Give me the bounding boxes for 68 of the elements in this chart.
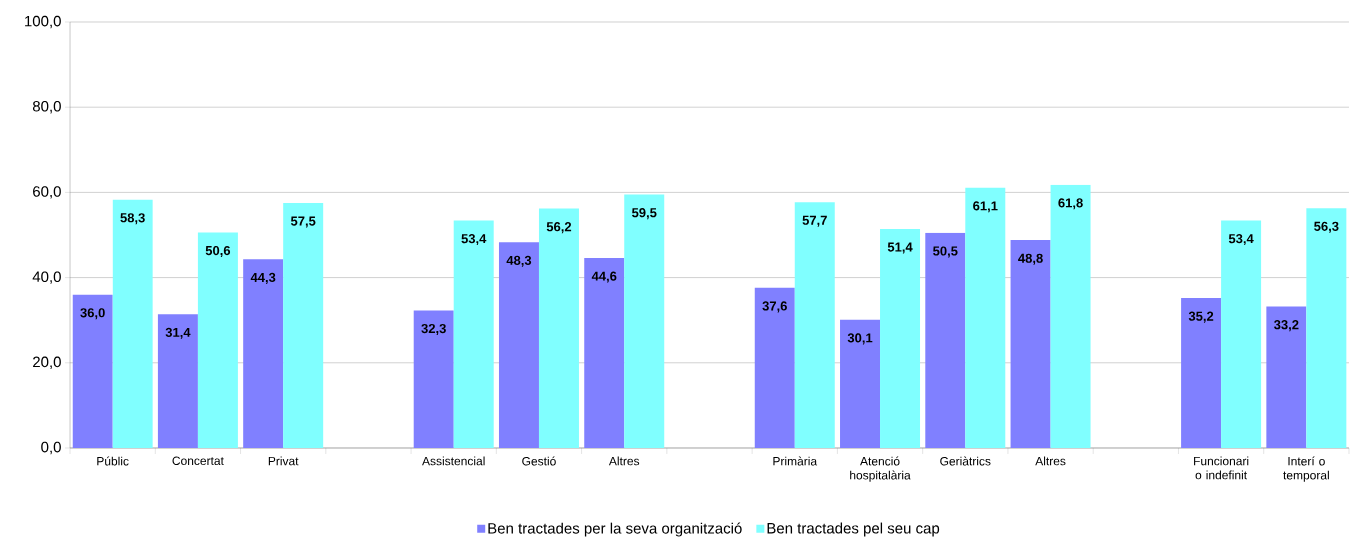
bar: [283, 203, 324, 448]
data-label: 48,3: [506, 255, 532, 267]
bar: [157, 314, 198, 448]
bar: [413, 310, 454, 448]
data-label: 36,0: [80, 308, 105, 320]
bar: [965, 187, 1006, 448]
x-tick-label: Altres: [1035, 456, 1066, 466]
bar: [1181, 298, 1222, 448]
data-label: 50,6: [205, 245, 231, 258]
legend-label: Ben tractades per la seva organització: [488, 522, 742, 537]
data-label: 33,2: [1274, 320, 1299, 332]
x-tick-label: Funcionari o indefinit: [1194, 456, 1249, 480]
y-tick-label: 100,0: [25, 15, 61, 29]
bar: [498, 242, 539, 448]
data-label: 58,3: [120, 213, 145, 225]
bar: [1306, 208, 1347, 448]
bar: [1221, 220, 1262, 448]
bar: [794, 202, 835, 448]
y-tick-label: 40,0: [32, 271, 61, 284]
data-label: 61,1: [973, 201, 998, 213]
bar: [112, 199, 153, 448]
data-label: 50,5: [933, 246, 958, 258]
x-tick-label: Interí o temporal: [1283, 456, 1329, 482]
bar: [624, 194, 665, 448]
bar: [453, 220, 494, 448]
y-tick-label: 80,0: [32, 100, 61, 114]
bar: [243, 259, 284, 448]
x-tick-label: Atenció hospitalària: [850, 456, 911, 482]
bar: [1050, 184, 1091, 448]
data-label: 51,4: [887, 242, 913, 254]
data-label: 35,2: [1188, 311, 1214, 323]
legend-label: Ben tractades pel seu cap: [767, 522, 940, 537]
data-label: 30,1: [847, 333, 873, 345]
x-tick-label: Gestió: [522, 456, 556, 466]
data-label: 44,6: [591, 271, 617, 283]
bar: [197, 232, 238, 448]
data-label: 57,7: [802, 215, 827, 227]
data-label: 32,3: [421, 323, 446, 336]
x-tick-label: Altres: [608, 456, 640, 466]
y-tick-label: 20,0: [33, 356, 61, 369]
y-tick-label: 60,0: [33, 186, 61, 199]
bar: [840, 319, 881, 448]
data-label: 53,4: [461, 234, 487, 246]
data-label: 31,4: [165, 327, 191, 339]
data-label: 56,2: [546, 222, 572, 234]
data-label: 61,8: [1058, 198, 1083, 210]
bar: [538, 208, 579, 448]
data-label: 56,3: [1314, 221, 1339, 233]
x-tick-label: Assistencial: [422, 456, 485, 466]
data-label: 53,4: [1228, 234, 1254, 246]
bar: [880, 229, 921, 448]
x-tick-label: Geriàtrics: [940, 456, 991, 466]
data-label: 59,5: [631, 208, 657, 220]
x-tick-label: Privat: [268, 456, 299, 466]
bar: [72, 294, 113, 448]
data-label: 57,5: [290, 216, 316, 228]
data-label: 37,6: [762, 301, 787, 313]
y-tick-label: 0,0: [41, 441, 61, 455]
bar: [925, 232, 966, 448]
data-label: 44,3: [250, 272, 276, 284]
data-label: 48,8: [1018, 253, 1043, 265]
x-tick-label: Públic: [97, 456, 129, 466]
bar: [754, 287, 795, 448]
bar: [584, 257, 625, 448]
x-tick-label: Primària: [773, 456, 818, 466]
bar: [1266, 306, 1307, 448]
bar: [1010, 240, 1051, 448]
x-tick-label: Concertat: [172, 456, 224, 466]
